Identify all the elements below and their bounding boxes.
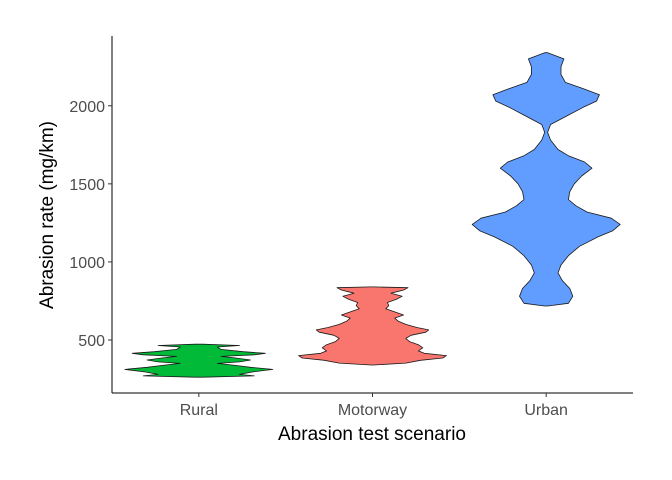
x-axis-title: Abrasion test scenario [278, 424, 466, 445]
violin-urban [471, 52, 621, 307]
violin-motorway [298, 286, 447, 366]
y-tick-label: 1500 [69, 177, 105, 194]
x-ticks: Rural Motorway Urban [180, 393, 568, 419]
y-ticks: 500 1000 1500 2000 [69, 99, 112, 350]
violins-layer [124, 52, 621, 378]
y-tick-label: 2000 [69, 99, 105, 116]
x-tick-label-rural: Rural [180, 402, 218, 419]
violin-rural [124, 343, 274, 378]
y-tick-label: 1000 [69, 255, 105, 272]
x-tick-label-motorway: Motorway [338, 402, 407, 419]
y-axis-title: Abrasion rate (mg/km) [37, 121, 58, 309]
x-tick-label-urban: Urban [524, 402, 568, 419]
y-tick-label: 500 [78, 333, 105, 350]
